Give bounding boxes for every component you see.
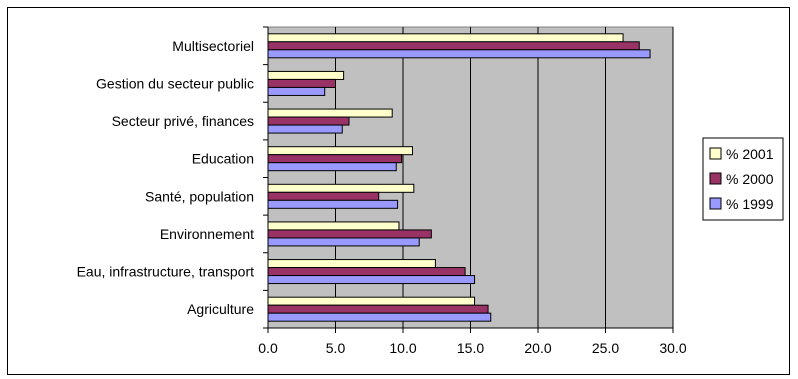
bar <box>267 41 640 51</box>
legend-label: % 1999 <box>726 196 774 212</box>
bar <box>267 183 415 193</box>
x-tick-label: 0.0 <box>258 340 278 356</box>
legend-swatch <box>709 197 722 210</box>
legend-swatch <box>709 172 722 185</box>
category-label: Multisectoriel <box>172 38 254 54</box>
x-tick-label: 5.0 <box>326 340 346 356</box>
bar <box>267 146 413 156</box>
bar <box>267 229 432 239</box>
category-label: Gestion du secteur public <box>96 75 254 91</box>
bar <box>267 199 399 209</box>
bar <box>267 267 466 277</box>
bar <box>267 33 624 43</box>
legend: % 2001 % 2000 % 1999 <box>702 137 784 221</box>
legend-label: % 2001 <box>726 146 774 162</box>
bar <box>267 304 489 314</box>
category-label: Education <box>192 151 254 167</box>
bar <box>267 154 403 164</box>
bar <box>267 221 400 231</box>
category-label: Santé, population <box>145 188 254 204</box>
bar <box>267 78 336 88</box>
category-label: Secteur privé, finances <box>112 113 254 129</box>
legend-swatch <box>709 147 722 160</box>
bar <box>267 49 651 59</box>
x-tick-label: 15.0 <box>457 340 484 356</box>
bar <box>267 191 380 201</box>
bar <box>267 296 476 306</box>
bar <box>267 275 476 285</box>
labels: 0.0 5.0 10.0 15.0 20.0 25.0 30.0 Multisectoriel… <box>77 38 687 356</box>
x-tick-label: 20.0 <box>524 340 551 356</box>
legend-label: % 2000 <box>726 171 774 187</box>
bar <box>267 116 350 126</box>
x-tick-label: 10.0 <box>389 340 416 356</box>
bars <box>267 33 651 322</box>
bar <box>267 124 343 134</box>
bar <box>267 86 326 96</box>
category-label: Agriculture <box>187 301 254 317</box>
bar <box>267 259 436 269</box>
bar <box>267 237 420 247</box>
x-tick-label: 30.0 <box>659 340 686 356</box>
x-tick-label: 25.0 <box>592 340 619 356</box>
axes <box>263 26 674 333</box>
bar <box>267 108 393 118</box>
category-label: Environnement <box>160 226 254 242</box>
bar <box>267 70 345 80</box>
bar <box>267 162 397 172</box>
bar <box>267 312 492 322</box>
category-label: Eau, infrastructure, transport <box>77 264 255 280</box>
